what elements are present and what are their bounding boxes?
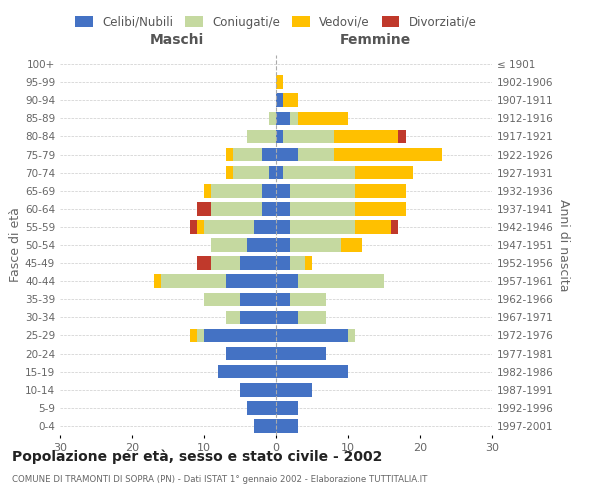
Bar (197, 328, 204, 342)
Bar (290, 202, 355, 215)
Bar (190, 220, 197, 234)
Bar (197, 220, 204, 234)
Bar (290, 220, 355, 234)
Bar (276, 148, 298, 162)
Bar (276, 274, 298, 288)
Text: COMUNE DI TRAMONTI DI SOPRA (PN) - Dati ISTAT 1° gennaio 2002 - Elaborazione TUT: COMUNE DI TRAMONTI DI SOPRA (PN) - Dati … (12, 475, 427, 484)
Text: Maschi: Maschi (149, 34, 204, 48)
Bar (211, 256, 240, 270)
Bar (262, 184, 276, 198)
Bar (211, 202, 262, 215)
Bar (276, 220, 290, 234)
Bar (298, 310, 326, 324)
Bar (276, 76, 283, 89)
Bar (211, 184, 262, 198)
Bar (190, 328, 197, 342)
Bar (298, 148, 334, 162)
Bar (254, 419, 276, 432)
Bar (355, 184, 406, 198)
Bar (211, 238, 247, 252)
Bar (226, 148, 233, 162)
Bar (276, 94, 283, 107)
Bar (298, 112, 348, 125)
Bar (348, 328, 355, 342)
Bar (240, 310, 276, 324)
Bar (283, 94, 298, 107)
Bar (290, 112, 298, 125)
Bar (305, 256, 312, 270)
Bar (276, 130, 283, 143)
Bar (276, 328, 348, 342)
Bar (204, 220, 254, 234)
Text: Femmine: Femmine (340, 34, 411, 48)
Bar (276, 383, 312, 396)
Bar (276, 202, 290, 215)
Bar (218, 365, 276, 378)
Bar (269, 112, 276, 125)
Bar (398, 130, 406, 143)
Bar (226, 310, 240, 324)
Bar (247, 401, 276, 414)
Bar (276, 166, 283, 179)
Bar (154, 274, 161, 288)
Bar (276, 292, 290, 306)
Text: Popolazione per età, sesso e stato civile - 2002: Popolazione per età, sesso e stato civil… (12, 450, 382, 464)
Bar (161, 274, 226, 288)
Bar (290, 238, 341, 252)
Bar (247, 130, 276, 143)
Bar (276, 401, 298, 414)
Bar (262, 148, 276, 162)
Bar (240, 256, 276, 270)
Bar (276, 184, 290, 198)
Bar (276, 238, 290, 252)
Y-axis label: Fasce di età: Fasce di età (9, 208, 22, 282)
Bar (283, 166, 355, 179)
Bar (240, 292, 276, 306)
Bar (341, 238, 362, 252)
Bar (233, 166, 269, 179)
Bar (334, 130, 398, 143)
Bar (247, 238, 276, 252)
Bar (204, 328, 276, 342)
Bar (262, 202, 276, 215)
Bar (197, 202, 211, 215)
Bar (355, 202, 406, 215)
Bar (204, 292, 240, 306)
Bar (276, 419, 298, 432)
Bar (276, 347, 326, 360)
Bar (283, 130, 334, 143)
Bar (298, 274, 384, 288)
Bar (276, 310, 298, 324)
Bar (276, 365, 348, 378)
Bar (269, 166, 276, 179)
Bar (334, 148, 442, 162)
Bar (290, 184, 355, 198)
Bar (355, 220, 391, 234)
Bar (290, 256, 305, 270)
Bar (276, 112, 290, 125)
Bar (226, 347, 276, 360)
Bar (226, 274, 276, 288)
Bar (254, 220, 276, 234)
Bar (197, 256, 211, 270)
Legend: Celibi/Nubili, Coniugati/e, Vedovi/e, Divorziati/e: Celibi/Nubili, Coniugati/e, Vedovi/e, Di… (71, 11, 481, 34)
Bar (204, 184, 211, 198)
Bar (276, 256, 290, 270)
Bar (355, 166, 413, 179)
Bar (240, 383, 276, 396)
Y-axis label: Anni di nascita: Anni di nascita (557, 198, 570, 291)
Bar (226, 166, 233, 179)
Bar (233, 148, 262, 162)
Bar (290, 292, 326, 306)
Bar (391, 220, 398, 234)
